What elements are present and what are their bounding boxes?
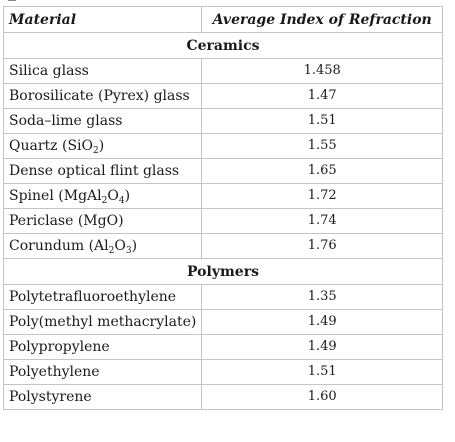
header-material: Material	[2, 6, 203, 33]
material-cell: Quartz (SiO2)	[2, 133, 203, 159]
table-row: Silica glass 1.458	[2, 58, 443, 84]
index-cell: 1.47	[201, 83, 443, 109]
material-cell: Poly(methyl methacrylate)	[2, 309, 203, 335]
section-row-ceramics: Ceramics	[3, 32, 443, 59]
index-cell: 1.35	[201, 284, 443, 310]
material-cell: Polypropylene	[2, 334, 203, 360]
refraction-index-table: Material Average Index of Refraction Cer…	[2, 6, 443, 410]
material-cell: Soda–lime glass	[2, 108, 203, 134]
material-cell: Corundum (Al2O3)	[2, 233, 203, 259]
index-cell: 1.55	[201, 133, 443, 159]
cropped-mark	[8, 0, 16, 4]
section-row-polymers: Polymers	[3, 258, 443, 285]
header-row: Material Average Index of Refraction	[2, 6, 443, 33]
material-cell: Spinel (MgAl2O4)	[2, 183, 203, 209]
index-cell: 1.51	[201, 359, 443, 385]
section-title-ceramics: Ceramics	[3, 32, 443, 59]
table-row: Spinel (MgAl2O4) 1.72	[2, 183, 443, 209]
material-cell: Periclase (MgO)	[2, 208, 203, 234]
material-cell: Polytetrafluoroethylene	[2, 284, 203, 310]
material-cell: Dense optical flint glass	[2, 158, 203, 184]
index-cell: 1.74	[201, 208, 443, 234]
section-title-polymers: Polymers	[3, 258, 443, 285]
index-cell: 1.51	[201, 108, 443, 134]
material-cell: Borosilicate (Pyrex) glass	[2, 83, 203, 109]
table-row: Poly(methyl methacrylate) 1.49	[2, 309, 443, 335]
index-cell: 1.49	[201, 309, 443, 335]
table-row: Corundum (Al2O3) 1.76	[2, 233, 443, 259]
table-row: Soda–lime glass 1.51	[2, 108, 443, 134]
table-row: Polytetrafluoroethylene 1.35	[2, 284, 443, 310]
index-cell: 1.76	[201, 233, 443, 259]
index-cell: 1.60	[201, 384, 443, 410]
header-average-index: Average Index of Refraction	[201, 6, 443, 33]
table-row: Polyethylene 1.51	[2, 359, 443, 385]
material-cell: Polyethylene	[2, 359, 203, 385]
table-row: Quartz (SiO2) 1.55	[2, 133, 443, 159]
table-row: Periclase (MgO) 1.74	[2, 208, 443, 234]
index-cell: 1.458	[201, 58, 443, 84]
table-row: Polystyrene 1.60	[2, 384, 443, 410]
index-cell: 1.49	[201, 334, 443, 360]
index-cell: 1.65	[201, 158, 443, 184]
material-cell: Polystyrene	[2, 384, 203, 410]
table-row: Dense optical flint glass 1.65	[2, 158, 443, 184]
table-row: Borosilicate (Pyrex) glass 1.47	[2, 83, 443, 109]
material-cell: Silica glass	[2, 58, 203, 84]
table-row: Polypropylene 1.49	[2, 334, 443, 360]
index-cell: 1.72	[201, 183, 443, 209]
